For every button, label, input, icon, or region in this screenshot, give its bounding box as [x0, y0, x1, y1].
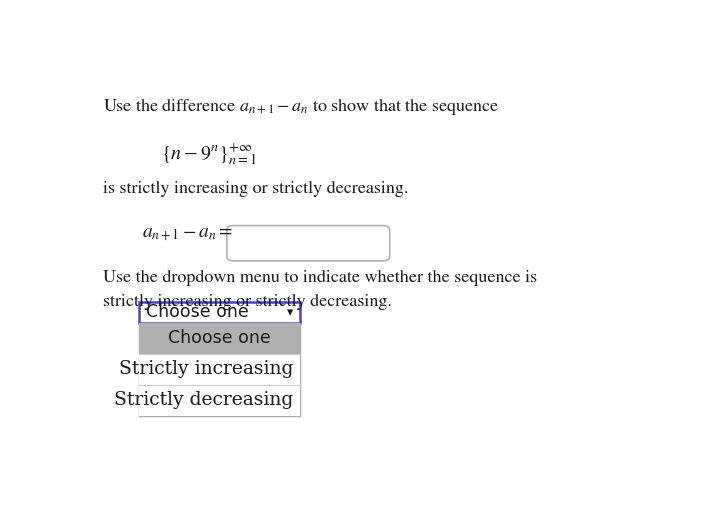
Text: Strictly increasing: Strictly increasing — [119, 360, 293, 378]
Text: strictly increasing or strictly decreasing.: strictly increasing or strictly decreasi… — [103, 294, 392, 310]
FancyBboxPatch shape — [227, 226, 390, 261]
Text: Strictly decreasing: Strictly decreasing — [114, 391, 293, 409]
FancyBboxPatch shape — [139, 323, 300, 354]
Text: Choose one: Choose one — [168, 329, 271, 347]
Text: $a_{n+1} - a_n = $: $a_{n+1} - a_n = $ — [142, 227, 233, 244]
FancyBboxPatch shape — [139, 323, 300, 416]
Text: $\{n - 9^n\}_{n=1}^{+\infty}$: $\{n - 9^n\}_{n=1}^{+\infty}$ — [162, 141, 257, 166]
Text: Use the dropdown menu to indicate whether the sequence is: Use the dropdown menu to indicate whethe… — [103, 270, 538, 286]
FancyBboxPatch shape — [139, 302, 300, 323]
FancyBboxPatch shape — [139, 354, 300, 385]
Text: Choose one: Choose one — [146, 303, 249, 321]
Text: ▾: ▾ — [287, 306, 293, 319]
Text: Use the difference $a_{n+1} - a_n$ to show that the sequence: Use the difference $a_{n+1} - a_n$ to sh… — [103, 95, 499, 116]
Text: is strictly increasing or strictly decreasing.: is strictly increasing or strictly decre… — [103, 181, 408, 197]
FancyBboxPatch shape — [139, 385, 300, 416]
